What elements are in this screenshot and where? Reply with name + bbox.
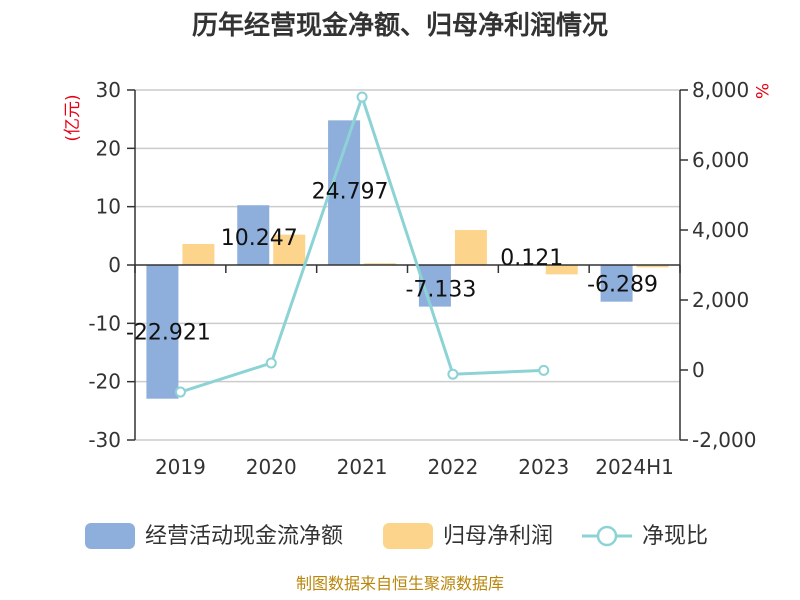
gridlines bbox=[135, 89, 680, 441]
x-axis-tick-label: 2019 bbox=[155, 455, 206, 479]
source-note: 制图数据来自恒生聚源数据库 bbox=[296, 574, 504, 593]
ratio-line bbox=[174, 91, 550, 398]
right-axis-unit: % bbox=[751, 83, 771, 99]
bar-operating-cash bbox=[600, 265, 633, 302]
legend-label-operating-cash: 经营活动现金流净额 bbox=[145, 524, 343, 549]
bar-data-label: 10.247 bbox=[221, 226, 298, 251]
bar-net-profit bbox=[636, 265, 669, 268]
bar-data-label: 0.121 bbox=[500, 246, 563, 271]
x-axis-tick-label: 2021 bbox=[337, 455, 388, 479]
right-axis-tick-label: -2,000 bbox=[692, 428, 756, 452]
bar-data-label: -7.133 bbox=[405, 278, 476, 303]
bar-operating-cash bbox=[328, 120, 361, 265]
legend-swatch-net-profit bbox=[383, 523, 433, 549]
legend-label-net-profit: 归母净利润 bbox=[443, 524, 553, 549]
ratio-point bbox=[174, 386, 186, 398]
legend-label-ratio: 净现比 bbox=[642, 524, 708, 549]
left-axis-tick-label: 0 bbox=[108, 253, 121, 277]
data-labels: -22.921 10.247 24.797 -7.133 0.121 -6.289 bbox=[126, 179, 658, 345]
right-axis-tick-label: 0 bbox=[692, 358, 705, 382]
right-axis-tick-label: 6,000 bbox=[692, 148, 749, 172]
right-axis-tick-label: 8,000 bbox=[692, 78, 749, 102]
bars bbox=[146, 120, 669, 399]
ratio-point bbox=[265, 357, 277, 369]
x-axis-tick-label: 2023 bbox=[518, 455, 569, 479]
legend: 经营活动现金流净额 归母净利润 净现比 bbox=[85, 523, 708, 549]
bar-net-profit bbox=[545, 265, 578, 275]
left-axis-tick-label: 30 bbox=[96, 78, 121, 102]
bar-net-profit bbox=[364, 263, 397, 265]
bar-operating-cash bbox=[237, 205, 270, 265]
axes bbox=[127, 89, 688, 441]
left-axis-unit: (亿元) bbox=[63, 94, 83, 141]
right-axis-tick-label: 4,000 bbox=[692, 218, 749, 242]
bar-data-label: 24.797 bbox=[312, 179, 389, 204]
bar-net-profit bbox=[182, 244, 215, 265]
bar-net-profit bbox=[454, 230, 487, 265]
left-axis-tick-label: -30 bbox=[88, 428, 121, 452]
x-axis-tick-label: 2022 bbox=[427, 455, 478, 479]
bar-data-label: -6.289 bbox=[587, 273, 658, 298]
tick-labels: 30 20 10 0 -10 -20 -30 8,000 6,000 4,000 2,000 0 -2,… bbox=[88, 78, 756, 479]
ratio-point bbox=[447, 368, 459, 380]
left-axis-tick-label: -10 bbox=[88, 311, 121, 335]
bar-data-label: -22.921 bbox=[126, 320, 211, 345]
legend-marker-ratio bbox=[596, 525, 618, 547]
bar-net-profit bbox=[273, 234, 306, 265]
left-axis-tick-label: 10 bbox=[96, 195, 121, 219]
left-axis-tick-label: 20 bbox=[96, 136, 121, 160]
x-axis-tick-label: 2020 bbox=[246, 455, 297, 479]
ratio-point bbox=[538, 364, 550, 376]
left-axis-tick-label: -20 bbox=[88, 370, 121, 394]
x-axis-tick-label: 2024H1 bbox=[595, 455, 674, 479]
chart-title: 历年经营现金净额、归母净利润情况 bbox=[192, 10, 608, 41]
bar-operating-cash bbox=[146, 265, 179, 399]
right-axis-tick-label: 2,000 bbox=[692, 288, 749, 312]
ratio-point bbox=[356, 91, 368, 103]
legend-swatch-operating-cash bbox=[85, 523, 135, 549]
